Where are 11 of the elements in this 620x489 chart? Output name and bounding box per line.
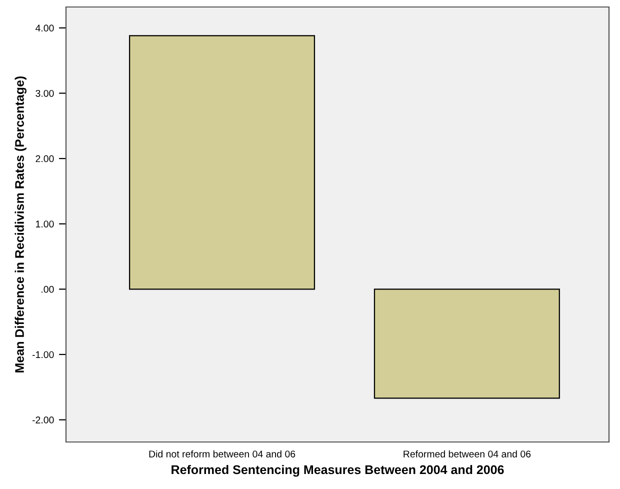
y-tick-label: .00	[42, 286, 54, 293]
y-tick-label: -2.00	[32, 416, 54, 424]
y-tick-label: 1.00	[36, 220, 54, 228]
y-axis-title: Mean Difference in Recidivism Rates (Percentage)	[14, 76, 26, 372]
x-tick-label: Reformed between 04 and 06	[404, 450, 531, 458]
y-tick-label: 3.00	[36, 90, 54, 97]
y-tick-label: 2.00	[36, 155, 54, 162]
y-tick-label: 4.00	[35, 24, 54, 32]
x-tick-label: Did not reform between 04 and 06	[149, 450, 296, 458]
y-tick-label: -1.00	[32, 351, 54, 358]
x-axis-title: Reformed Sentencing Measures Between 2004 and 2006	[172, 464, 504, 477]
